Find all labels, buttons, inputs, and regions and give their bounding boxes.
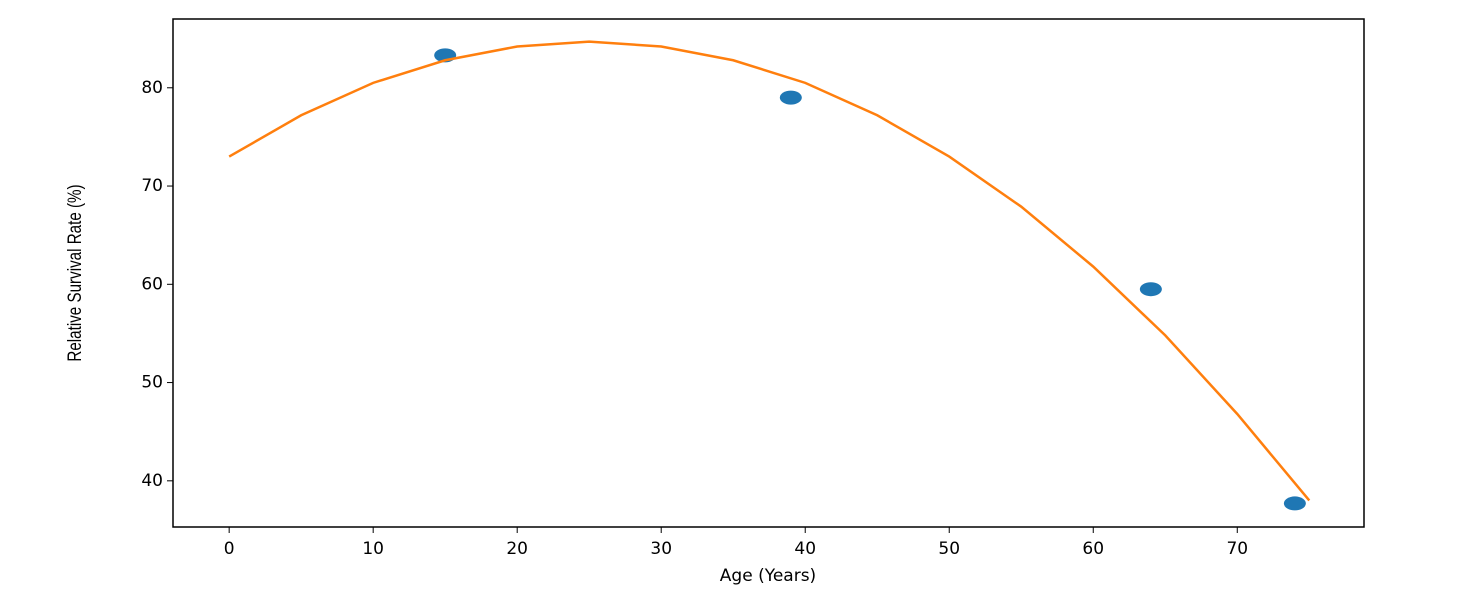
y-tick-label: 60 <box>141 274 163 294</box>
y-tick-label: 80 <box>141 78 163 98</box>
x-axis-label: Age (Years) <box>720 566 816 586</box>
data-point <box>1139 282 1162 297</box>
x-tick-label: 20 <box>506 539 528 559</box>
y-tick-label: 50 <box>141 373 163 393</box>
y-tick-label: 70 <box>141 176 163 196</box>
x-tick-label: 0 <box>224 539 235 559</box>
y-axis-label: Relative Survival Rate (%) <box>63 184 85 361</box>
x-tick-label: 50 <box>938 539 960 559</box>
y-tick-label: 40 <box>141 471 163 491</box>
x-tick-label: 70 <box>1226 539 1248 559</box>
plot-frame <box>172 18 1365 528</box>
data-point <box>779 90 802 105</box>
x-tick-label: 30 <box>650 539 672 559</box>
x-tick-label: 60 <box>1082 539 1104 559</box>
fit-line <box>228 40 1311 502</box>
x-tick-label: 40 <box>794 539 816 559</box>
data-point <box>1283 496 1306 511</box>
x-tick-label: 10 <box>362 539 384 559</box>
